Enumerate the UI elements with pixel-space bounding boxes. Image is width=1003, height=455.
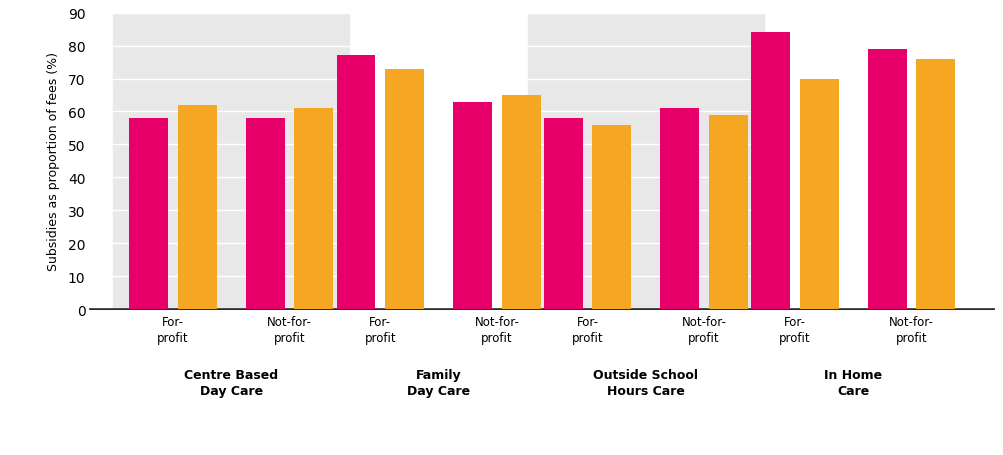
Bar — [129, 119, 168, 309]
Bar — [178, 106, 217, 309]
Y-axis label: Subsidies as proportion of fees (%): Subsidies as proportion of fees (%) — [46, 52, 59, 271]
Bar — [916, 60, 954, 309]
Text: In Home
Care: In Home Care — [823, 369, 882, 398]
Bar — [246, 119, 285, 309]
Bar — [708, 116, 747, 309]
Bar — [385, 70, 423, 309]
Bar — [527, 14, 763, 309]
Bar — [502, 96, 540, 309]
Bar — [750, 33, 789, 309]
Bar — [336, 56, 375, 309]
Bar — [544, 119, 582, 309]
Bar — [660, 109, 698, 309]
Text: Family
Day Care: Family Day Care — [406, 369, 469, 398]
Bar — [592, 126, 631, 309]
Text: Outside School
Hours Care: Outside School Hours Care — [593, 369, 698, 398]
Text: Centre Based
Day Care: Centre Based Day Care — [184, 369, 278, 398]
Bar — [294, 109, 333, 309]
Bar — [113, 14, 349, 309]
Bar — [867, 50, 906, 309]
Bar — [798, 79, 838, 309]
Bar — [452, 102, 491, 309]
